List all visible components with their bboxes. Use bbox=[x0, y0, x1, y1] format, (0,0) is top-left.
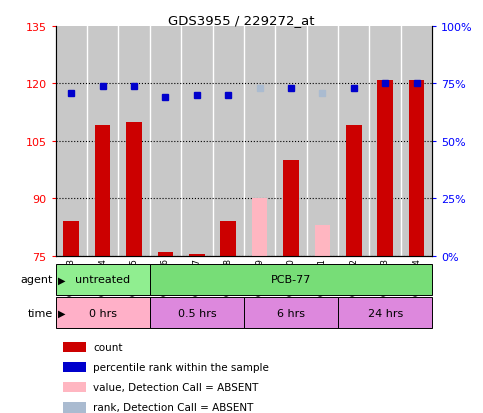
Text: ▶: ▶ bbox=[58, 308, 66, 318]
Bar bbox=[244, 297, 338, 328]
Text: time: time bbox=[28, 308, 53, 318]
Bar bbox=[314, 225, 330, 256]
Bar bbox=[275, 27, 307, 256]
Bar bbox=[338, 297, 432, 328]
Bar bbox=[126, 122, 142, 256]
Text: 0 hrs: 0 hrs bbox=[89, 308, 116, 318]
Bar bbox=[150, 264, 432, 295]
Bar bbox=[63, 342, 85, 352]
Bar bbox=[150, 297, 244, 328]
Text: rank, Detection Call = ABSENT: rank, Detection Call = ABSENT bbox=[93, 402, 254, 412]
Bar bbox=[338, 27, 369, 256]
Bar bbox=[409, 80, 425, 256]
Bar bbox=[150, 27, 181, 256]
Bar bbox=[63, 222, 79, 256]
Bar bbox=[63, 402, 85, 413]
Bar bbox=[283, 161, 299, 256]
Bar bbox=[346, 126, 362, 256]
Text: agent: agent bbox=[21, 275, 53, 285]
Bar bbox=[252, 199, 268, 256]
Bar bbox=[181, 27, 213, 256]
Bar bbox=[401, 27, 432, 256]
Bar bbox=[377, 80, 393, 256]
Bar bbox=[189, 254, 205, 256]
Bar bbox=[369, 27, 401, 256]
Bar bbox=[244, 27, 275, 256]
Bar bbox=[213, 27, 244, 256]
Bar bbox=[95, 126, 111, 256]
Bar bbox=[157, 252, 173, 256]
Text: GDS3955 / 229272_at: GDS3955 / 229272_at bbox=[168, 14, 315, 27]
Text: 24 hrs: 24 hrs bbox=[368, 308, 403, 318]
Text: 6 hrs: 6 hrs bbox=[277, 308, 305, 318]
Text: count: count bbox=[93, 342, 123, 352]
Bar bbox=[63, 362, 85, 373]
Text: 0.5 hrs: 0.5 hrs bbox=[178, 308, 216, 318]
Text: percentile rank within the sample: percentile rank within the sample bbox=[93, 362, 269, 372]
Text: untreated: untreated bbox=[75, 275, 130, 285]
Text: ▶: ▶ bbox=[58, 275, 66, 285]
Bar bbox=[220, 222, 236, 256]
Bar bbox=[307, 27, 338, 256]
Bar bbox=[87, 27, 118, 256]
Bar bbox=[56, 297, 150, 328]
Text: PCB-77: PCB-77 bbox=[271, 275, 311, 285]
Bar bbox=[56, 264, 150, 295]
Bar bbox=[56, 27, 87, 256]
Text: value, Detection Call = ABSENT: value, Detection Call = ABSENT bbox=[93, 382, 258, 392]
Bar bbox=[118, 27, 150, 256]
Bar bbox=[63, 382, 85, 392]
